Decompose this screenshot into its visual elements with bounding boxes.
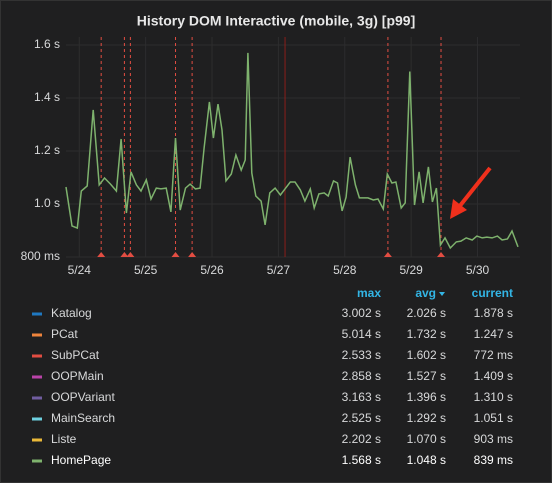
legend-value: 1.048 s bbox=[407, 453, 446, 467]
legend-value: 1.602 s bbox=[407, 348, 446, 362]
legend-value: 903 ms bbox=[474, 432, 513, 446]
legend-swatch bbox=[32, 354, 42, 358]
x-tick-label: 5/28 bbox=[333, 263, 357, 277]
legend-value: 1.527 s bbox=[407, 369, 446, 383]
legend-name: Katalog bbox=[51, 306, 92, 320]
legend-value: 2.533 s bbox=[342, 348, 381, 362]
legend-value: 1.409 s bbox=[474, 369, 513, 383]
annotation-marker bbox=[171, 252, 180, 257]
legend-header: current bbox=[472, 286, 513, 300]
legend-name: MainSearch bbox=[51, 411, 115, 425]
legend-swatch bbox=[32, 396, 42, 400]
sort-caret bbox=[439, 292, 445, 296]
x-tick-label: 5/24 bbox=[68, 263, 92, 277]
legend-value: 772 ms bbox=[474, 348, 513, 362]
legend-swatch bbox=[32, 459, 42, 463]
y-tick-label: 1.6 s bbox=[34, 37, 60, 51]
legend-header: avg bbox=[415, 286, 436, 300]
legend-name: PCat bbox=[51, 327, 78, 341]
series-line bbox=[65, 52, 519, 250]
legend-value: 3.163 s bbox=[342, 390, 381, 404]
legend-value: 2.525 s bbox=[342, 411, 381, 425]
legend-value: 3.002 s bbox=[342, 306, 381, 320]
legend-header: max bbox=[357, 286, 381, 300]
annotation-marker bbox=[383, 252, 392, 257]
legend-swatch bbox=[32, 312, 42, 316]
chart-title: History DOM Interactive (mobile, 3g) [p9… bbox=[137, 13, 416, 29]
legend-swatch bbox=[32, 375, 42, 379]
annotation-marker bbox=[120, 252, 129, 257]
legend-value: 1.396 s bbox=[407, 390, 446, 404]
annotation-marker bbox=[437, 252, 446, 257]
annotation-marker bbox=[126, 252, 135, 257]
legend-value: 5.014 s bbox=[342, 327, 381, 341]
y-tick-label: 1.4 s bbox=[34, 90, 60, 104]
x-tick-label: 5/30 bbox=[466, 263, 490, 277]
legend-value: 1.732 s bbox=[407, 327, 446, 341]
legend-swatch bbox=[32, 333, 42, 337]
legend-value: 1.247 s bbox=[474, 327, 513, 341]
legend-name: OOPVariant bbox=[51, 390, 115, 404]
y-tick-label: 1.0 s bbox=[34, 196, 60, 210]
legend-value: 1.292 s bbox=[407, 411, 446, 425]
legend-value: 1.310 s bbox=[474, 390, 513, 404]
y-tick-label: 1.2 s bbox=[34, 143, 60, 157]
legend-name: OOPMain bbox=[51, 369, 104, 383]
legend-value: 1.070 s bbox=[407, 432, 446, 446]
legend-swatch bbox=[32, 417, 42, 421]
x-tick-label: 5/25 bbox=[134, 263, 158, 277]
arrow-head bbox=[450, 199, 467, 219]
y-tick-label: 800 ms bbox=[21, 249, 60, 263]
arrow bbox=[450, 166, 492, 219]
annotation-marker bbox=[97, 252, 106, 257]
x-tick-label: 5/26 bbox=[200, 263, 224, 277]
legend-name: Liste bbox=[51, 432, 77, 446]
legend-name: SubPCat bbox=[51, 348, 100, 362]
legend-value: 1.878 s bbox=[474, 306, 513, 320]
legend-swatch bbox=[32, 438, 42, 442]
annotation-marker bbox=[188, 252, 197, 257]
legend-value: 2.202 s bbox=[342, 432, 381, 446]
x-tick-label: 5/29 bbox=[399, 263, 423, 277]
legend-value: 2.858 s bbox=[342, 369, 381, 383]
legend: max avg current Katalog 3.002 s 2.026 s 1.878 … bbox=[32, 286, 513, 467]
legend-value: 2.026 s bbox=[407, 306, 446, 320]
legend-value: 1.051 s bbox=[474, 411, 513, 425]
arrow-shaft bbox=[457, 166, 492, 209]
legend-value: 1.568 s bbox=[342, 453, 381, 467]
legend-name: HomePage bbox=[51, 453, 111, 467]
legend-value: 839 ms bbox=[474, 453, 513, 467]
x-tick-label: 5/27 bbox=[267, 263, 291, 277]
plot: 800 ms 1.0 s 1.2 s 1.4 s 1.6 s 5/24 5/25 5/26 5/… bbox=[21, 37, 520, 277]
